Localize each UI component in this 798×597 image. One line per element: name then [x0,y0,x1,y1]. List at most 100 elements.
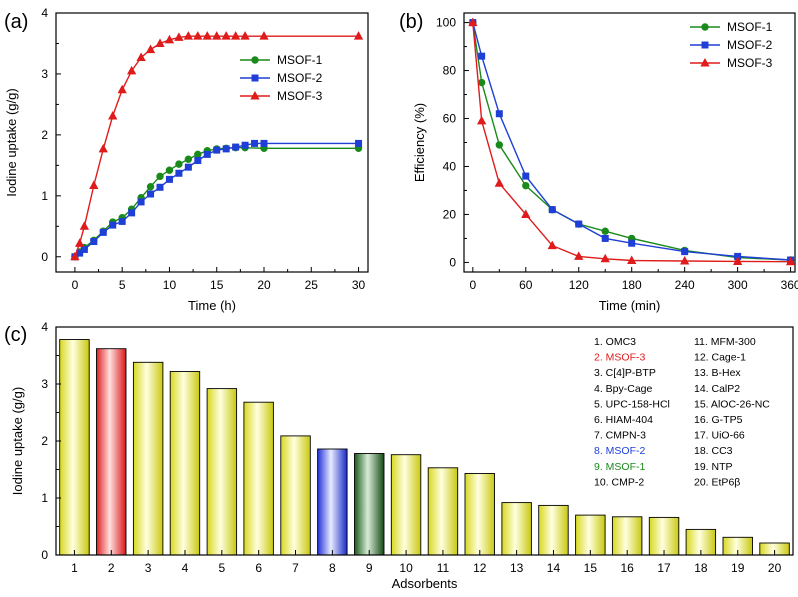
panel-a-point-msof-1 [156,172,164,181]
panel-c-x-tick-label: 1 [71,561,78,575]
panel-a-point-msof-3 [98,143,108,153]
panel-b-x-tick-label: 60 [519,278,533,292]
panel-a-y-axis-title: Iodine uptake (g/g) [4,88,19,196]
panel-c-reference-item: 3. C[4]P-BTP [594,367,656,379]
panel-b-x-tick-label: 180 [622,278,642,292]
panel-c-bar [611,516,643,556]
panel-c-bar [243,401,274,556]
panel-a-y-tick-label: 3 [41,67,48,81]
panel-c-x-tick-label: 10 [399,561,413,575]
panel-b: 0 60 120 180 240 300 360 0 20 40 60 80 100 Time (min)… [399,11,798,313]
panel-c-bar [354,453,385,556]
panel-c-reference-item: 8. MSOF-2 [594,445,646,457]
panel-b-y-tick-label: 0 [449,255,456,269]
panel-c-panel-label: (c) [4,324,27,346]
panel-b-point-msof-2 [548,206,556,214]
panel-a-point-msof-1 [165,166,174,174]
panel-a-point-msof-2 [251,139,259,147]
panel-b-series-msof-3 [468,17,796,266]
panel-c-bar [464,473,495,556]
panel-c-bar [648,516,680,556]
panel-a-point-msof-2 [128,209,136,217]
panel-b-y-tick-label: 40 [443,159,457,173]
panel-c-reference-item: 11. MFM-300 [694,336,756,348]
panel-a-point-msof-2 [222,145,230,153]
panel-b-point-msof-3 [494,178,504,187]
panel-a-legend-marker [250,90,260,100]
panel-c-x-tick-label: 4 [182,561,189,575]
panel-b-x-axis-title: Time (min) [599,298,661,313]
panel-b-panel-label: (b) [399,11,423,33]
panel-a-point-msof-2 [165,175,173,183]
panel-b-y-axis-title: Efficiency (%) [412,103,427,182]
panel-b-legend-label: MSOF-2 [727,38,773,52]
panel-a-point-msof-3 [202,31,212,40]
panel-c-reference-item: 15. AlOC-26-NC [694,398,770,410]
panel-a-x-tick-label: 10 [163,278,177,292]
panel-a-point-msof-3 [183,31,194,40]
panel-a-point-msof-2 [184,163,192,171]
panel-b-legend-marker [701,41,709,49]
panel-b-legend-marker [700,57,710,67]
panel-b-legend-label: MSOF-3 [727,56,773,70]
panel-c-bar [280,435,311,556]
panel-b-point-msof-2 [522,172,530,180]
panel-b-y-tick-label: 80 [443,64,457,78]
panel-a-point-msof-3 [212,31,222,40]
panel-b-x-tick-label: 120 [569,278,589,292]
panel-c-reference-item: 20. EtP6β [694,476,740,488]
panel-a-x-tick-label: 5 [119,278,126,292]
panel-a-point-msof-1 [184,155,193,163]
panel-c-x-tick-label: 18 [694,561,708,575]
panel-a-y-tick-label: 4 [41,6,48,20]
panel-c-x-tick-label: 2 [108,561,115,575]
panel-c-x-tick-label: 15 [584,561,598,575]
panel-b-point-msof-3 [468,17,478,27]
panel-a-point-msof-2 [175,169,183,177]
panel-a-legend-marker [251,74,259,82]
panel-b-point-msof-2 [575,220,583,228]
panel-b-point-msof-2 [601,234,609,242]
panel-c-x-axis-title: Adsorbents [392,576,458,591]
panel-a-point-msof-1 [146,182,155,191]
panel-a-point-msof-3 [259,31,269,40]
panel-c-reference-item: 16. G-TP5 [694,414,743,426]
panel-b-point-msof-3 [547,240,557,250]
panel-a-point-msof-2 [260,139,268,147]
panel-c-x-tick-label: 17 [657,561,671,575]
panel-a-point-msof-3 [136,52,146,61]
panel-c-bar [538,504,569,556]
panel-a-y-tick-label: 1 [41,189,48,203]
panel-c-reference-item: 9. MSOF-1 [594,461,646,473]
panel-b-point-msof-3 [680,255,690,265]
panel-a-point-msof-2 [90,238,98,246]
panel-c-bar [501,502,532,556]
panel-c-reference-item: 14. CalP2 [694,383,740,395]
panel-a-x-tick-label: 15 [210,278,224,292]
panel-c-reference-item: 13. B-Hex [694,367,741,379]
panel-b-x-tick-label: 0 [469,278,476,292]
panel-a-line-msof-1 [74,146,359,258]
panel-a-point-msof-3 [79,221,90,230]
panel-c-x-tick-label: 8 [329,561,336,575]
panel-c-reference-item: 5. UPC-158-HCl [594,398,670,410]
panel-c-y-tick-label: 0 [41,548,48,562]
panel-a-x-tick-label: 0 [72,278,79,292]
panel-a-x-axis-title: Time (h) [188,298,236,313]
panel-a-legend-label: MSOF-3 [277,89,323,103]
panel-c: 1 2 3 4 5 6 7 8 9 10 11 12 13 14 15 16 17 18 19 2001234Adso… [4,320,794,591]
panel-a-point-msof-2 [355,139,363,147]
panel-c-y-tick-label: 4 [41,320,48,334]
panel-c-bar [575,514,606,556]
panel-c-x-tick-label: 6 [255,561,262,575]
panel-a-point-msof-2 [109,221,117,229]
panel-b-x-tick-label: 300 [728,278,748,292]
panel-a-point-msof-2 [213,146,221,154]
panel-c-bar [132,361,164,556]
panel-a-point-msof-1 [175,160,183,168]
panel-b-point-msof-3 [732,256,743,265]
panel-b-point-msof-2 [478,52,486,60]
panel-c-x-tick-label: 20 [768,561,782,575]
panel-a-y-tick-label: 2 [41,128,48,142]
panel-c-bar [427,467,459,556]
